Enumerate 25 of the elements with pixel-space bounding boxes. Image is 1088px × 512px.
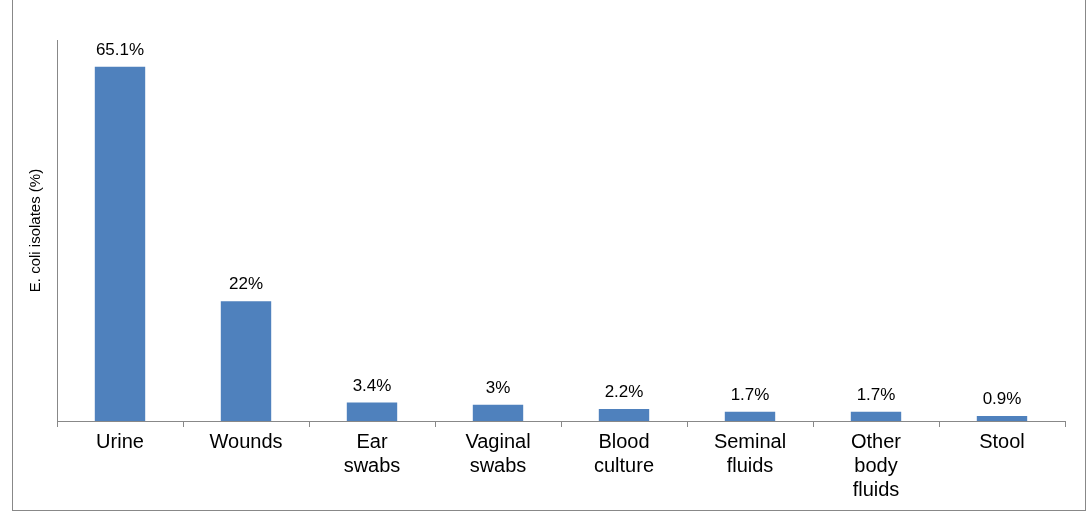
y-axis-title: E. coli isolates (%) (26, 168, 44, 293)
data-label: 3.4% (352, 375, 392, 395)
bar (598, 409, 650, 421)
data-label: 1.7% (730, 384, 770, 404)
bar (346, 402, 398, 421)
x-tick-label: Urine (96, 429, 144, 452)
bar (472, 404, 524, 421)
x-tick-label: Wounds (209, 429, 283, 452)
bar (220, 301, 272, 421)
bar (724, 411, 776, 421)
x-tick-label: Seminal fluids (713, 429, 787, 476)
data-label: 3% (485, 377, 511, 397)
bar (94, 66, 146, 421)
data-label: 2.2% (604, 382, 644, 402)
x-tick-label: Other body fluids (850, 429, 902, 500)
x-tick-label: Ear swabs (343, 429, 401, 476)
x-tick-label: Vaginal swabs (465, 429, 531, 476)
data-label: 22% (228, 274, 264, 294)
data-label: 1.7% (856, 384, 896, 404)
data-label: 65.1% (95, 39, 145, 59)
x-tick-label: Stool (979, 429, 1025, 452)
x-tick-label: Blood culture (593, 429, 655, 476)
bar (850, 411, 902, 421)
data-label: 0.9% (982, 389, 1022, 409)
bar (976, 416, 1028, 421)
